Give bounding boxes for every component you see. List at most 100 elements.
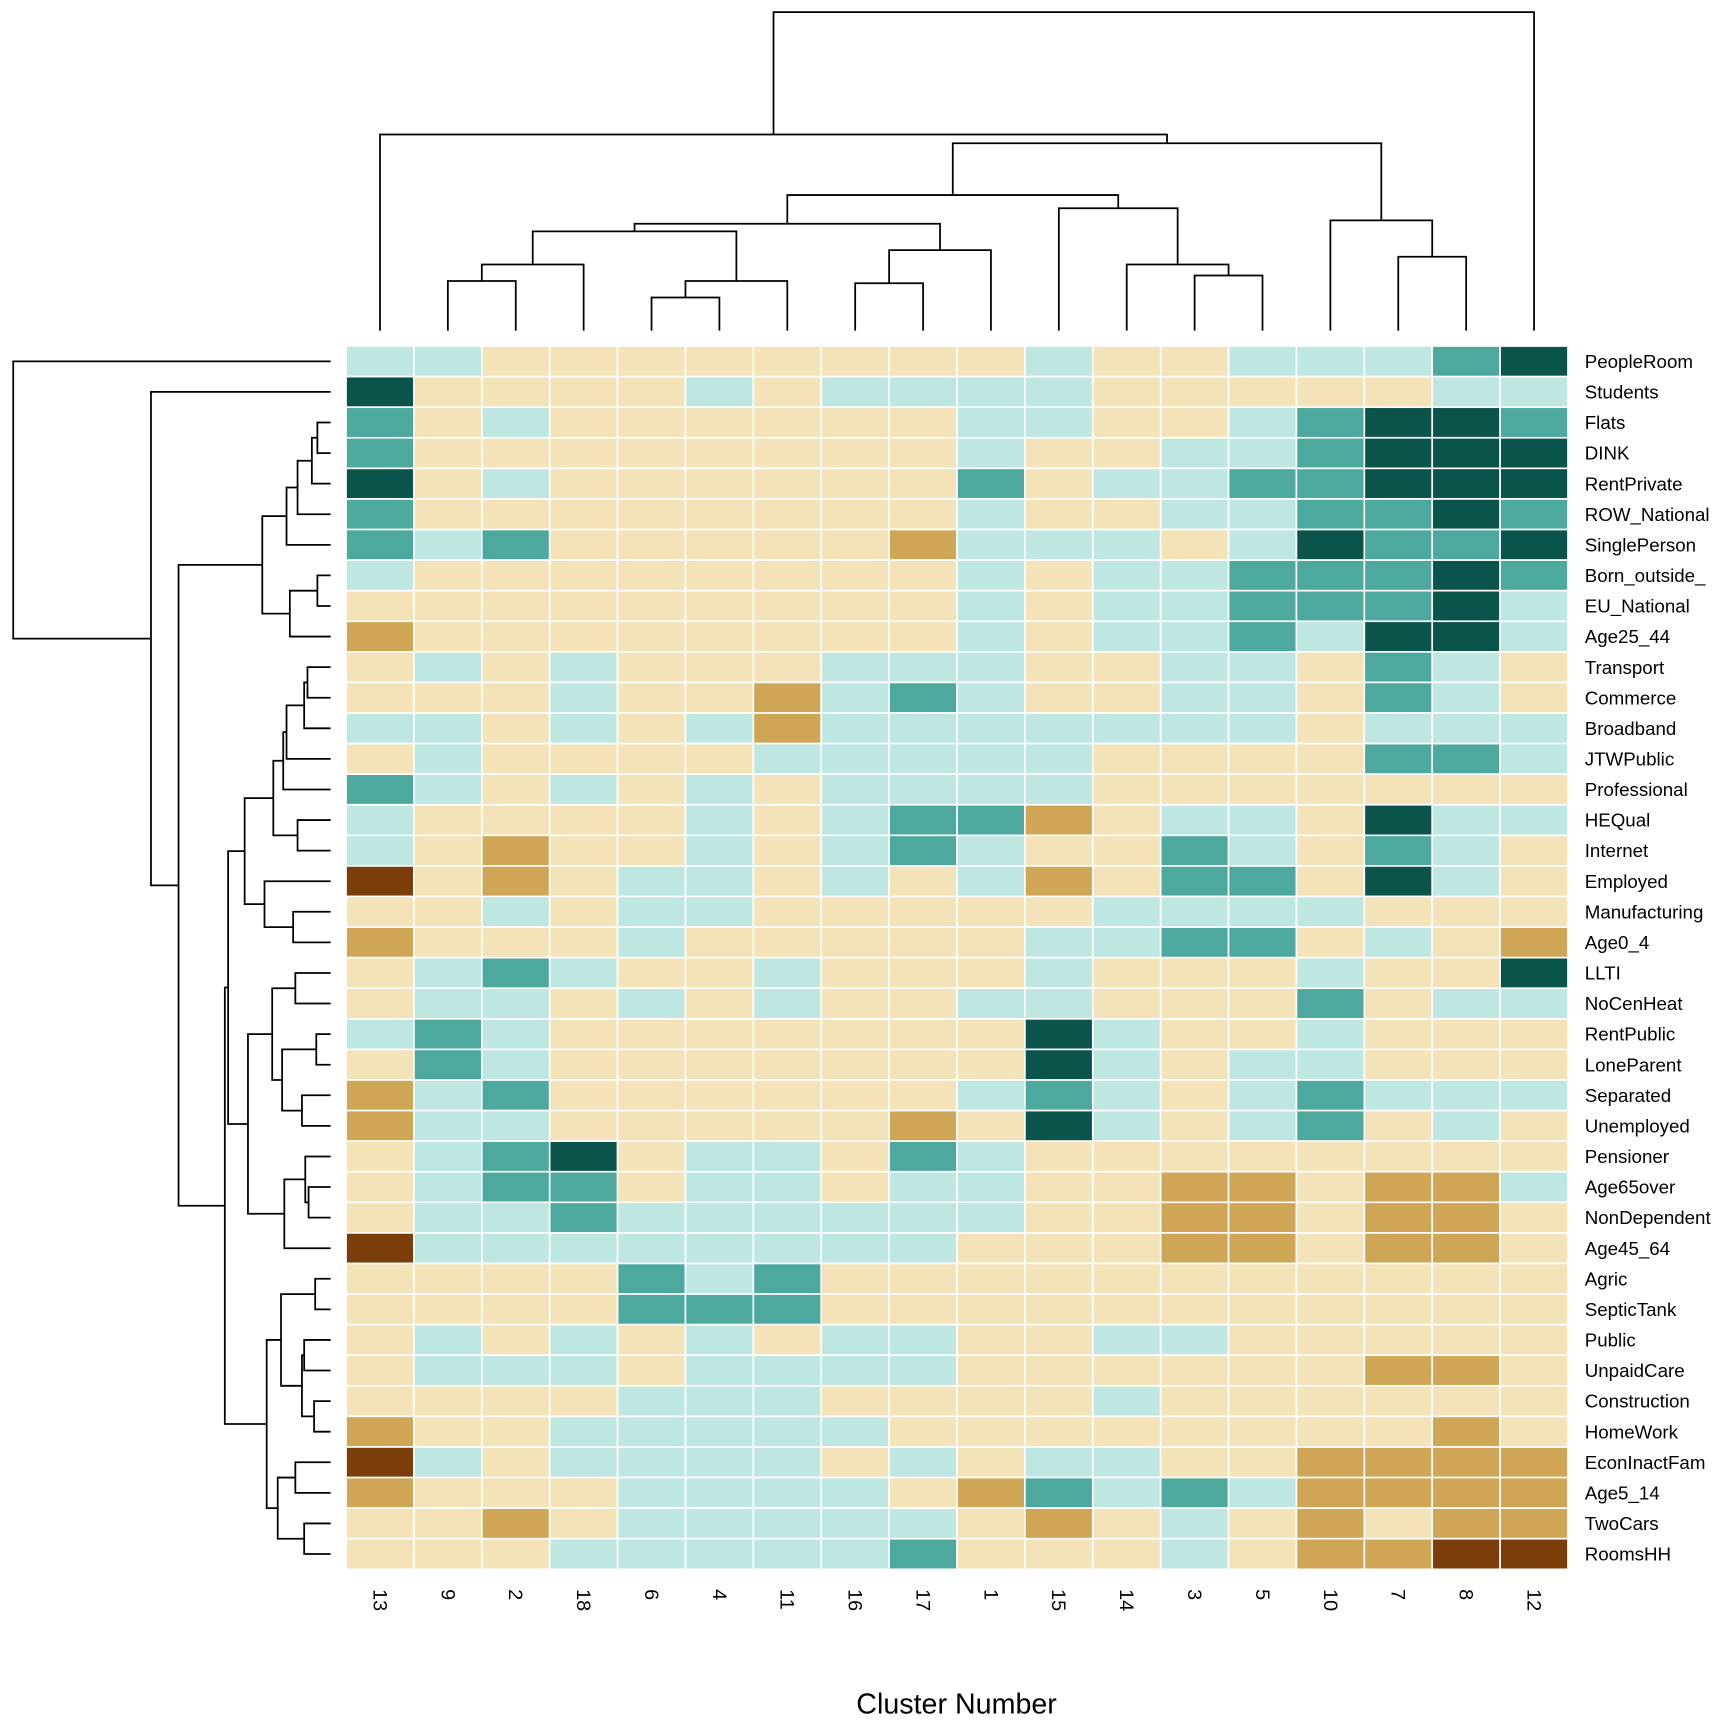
heatmap-cell bbox=[480, 436, 551, 470]
heatmap-cell bbox=[1499, 956, 1569, 990]
heatmap-cell bbox=[548, 895, 619, 928]
heatmap-cell bbox=[956, 1446, 1026, 1479]
heatmap-cell bbox=[1227, 406, 1298, 439]
heatmap-cell bbox=[345, 1384, 415, 1418]
heatmap-cell bbox=[616, 1079, 687, 1112]
heatmap-cell bbox=[820, 620, 890, 653]
heatmap-cell bbox=[956, 956, 1026, 990]
heatmap-cell bbox=[1499, 1109, 1569, 1142]
heatmap-cell bbox=[752, 375, 823, 409]
heatmap-cell bbox=[888, 620, 958, 653]
heatmap-cell bbox=[956, 1507, 1026, 1540]
heatmap-cell bbox=[820, 1323, 890, 1357]
heatmap-cell bbox=[820, 1201, 890, 1234]
heatmap-cell bbox=[1499, 1079, 1569, 1112]
heatmap-cell bbox=[820, 1262, 890, 1295]
heatmap-cell bbox=[413, 651, 483, 684]
dendrogram-branch bbox=[296, 819, 331, 852]
heatmap-cell bbox=[1295, 926, 1366, 959]
heatmap-cell bbox=[752, 1323, 823, 1357]
heatmap-cell bbox=[888, 926, 958, 959]
heatmap-cell bbox=[548, 589, 619, 623]
column-label: 5 bbox=[1251, 1589, 1273, 1600]
heatmap-cell bbox=[888, 712, 958, 745]
heatmap-cell bbox=[616, 345, 687, 378]
heatmap-cell bbox=[888, 1415, 958, 1448]
heatmap-cell bbox=[1024, 681, 1094, 714]
heatmap-cell bbox=[752, 895, 823, 928]
heatmap-cell bbox=[345, 375, 415, 409]
heatmap-cell bbox=[548, 1537, 619, 1571]
heatmap-cell bbox=[345, 956, 415, 990]
heatmap-cell bbox=[1363, 375, 1434, 409]
heatmap-cell bbox=[1363, 1507, 1434, 1540]
heatmap-cell bbox=[480, 1079, 551, 1112]
heatmap-cell bbox=[1159, 1384, 1230, 1418]
heatmap-cell bbox=[1091, 1293, 1162, 1326]
heatmap-cell bbox=[345, 1507, 415, 1540]
row-label: LoneParent bbox=[1585, 1054, 1683, 1075]
heatmap-cell bbox=[820, 345, 890, 378]
heatmap-cell bbox=[548, 987, 619, 1020]
heatmap-cell bbox=[1363, 436, 1434, 470]
heatmap-cell bbox=[888, 1537, 958, 1571]
heatmap-cell bbox=[616, 1384, 687, 1418]
heatmap-cell bbox=[1363, 1537, 1434, 1571]
heatmap-cell bbox=[888, 834, 958, 867]
heatmap-cell bbox=[752, 528, 823, 561]
heatmap-cell bbox=[548, 375, 619, 409]
heatmap-cell bbox=[480, 712, 551, 745]
heatmap-cell bbox=[956, 681, 1026, 714]
row-dendrogram bbox=[12, 360, 331, 1555]
row-label: Separated bbox=[1585, 1085, 1671, 1106]
row-label: TwoCars bbox=[1585, 1513, 1659, 1534]
heatmap-cell bbox=[548, 345, 619, 378]
heatmap-cell bbox=[413, 1079, 483, 1112]
row-label: Age25_44 bbox=[1585, 626, 1670, 648]
row-label: EU_National bbox=[1585, 596, 1690, 618]
heatmap-cell bbox=[684, 803, 755, 837]
heatmap-cell bbox=[1499, 1262, 1569, 1295]
heatmap-cell bbox=[616, 742, 687, 776]
heatmap-cell bbox=[1295, 467, 1366, 500]
heatmap-cell bbox=[1091, 375, 1162, 409]
heatmap-cell bbox=[1024, 1507, 1094, 1540]
heatmap-cell bbox=[616, 1232, 687, 1265]
heatmap-cell bbox=[1159, 436, 1230, 470]
heatmap-cell bbox=[1091, 1170, 1162, 1204]
dendrogram-branch bbox=[285, 486, 331, 546]
heatmap-cell bbox=[345, 1079, 415, 1112]
heatmap-cell bbox=[1024, 651, 1094, 684]
heatmap-cell bbox=[1024, 559, 1094, 592]
heatmap-cell bbox=[820, 1140, 890, 1173]
heatmap-cell bbox=[1499, 436, 1569, 470]
heatmap-cell bbox=[956, 1323, 1026, 1357]
heatmap-cell bbox=[548, 926, 619, 959]
heatmap-cell bbox=[548, 1476, 619, 1509]
heatmap-cell bbox=[1499, 1415, 1569, 1448]
heatmap-cell bbox=[1091, 895, 1162, 928]
heatmap-cell bbox=[956, 528, 1026, 561]
column-label: 17 bbox=[911, 1589, 933, 1611]
heatmap-cell bbox=[888, 987, 958, 1020]
heatmap-cell bbox=[1499, 1446, 1569, 1479]
row-label: LLTI bbox=[1585, 963, 1621, 984]
heatmap-cell bbox=[480, 1048, 551, 1081]
heatmap-cell bbox=[345, 1140, 415, 1173]
heatmap-cell bbox=[1227, 651, 1298, 684]
heatmap-cell bbox=[1227, 1201, 1298, 1234]
heatmap-cell bbox=[1499, 651, 1569, 684]
heatmap-cell bbox=[820, 712, 890, 745]
heatmap-cell bbox=[345, 1170, 415, 1204]
row-label: Construction bbox=[1585, 1391, 1690, 1412]
heatmap-cell bbox=[684, 1354, 755, 1387]
heatmap-cell bbox=[752, 1446, 823, 1479]
heatmap-cell bbox=[1024, 1079, 1094, 1112]
heatmap-cell bbox=[820, 1537, 890, 1571]
row-label: Flats bbox=[1585, 412, 1626, 433]
row-label: Age65over bbox=[1585, 1177, 1676, 1198]
heatmap-cell bbox=[413, 467, 483, 500]
heatmap-cell bbox=[820, 1232, 890, 1265]
heatmap-cell bbox=[1431, 1537, 1501, 1571]
